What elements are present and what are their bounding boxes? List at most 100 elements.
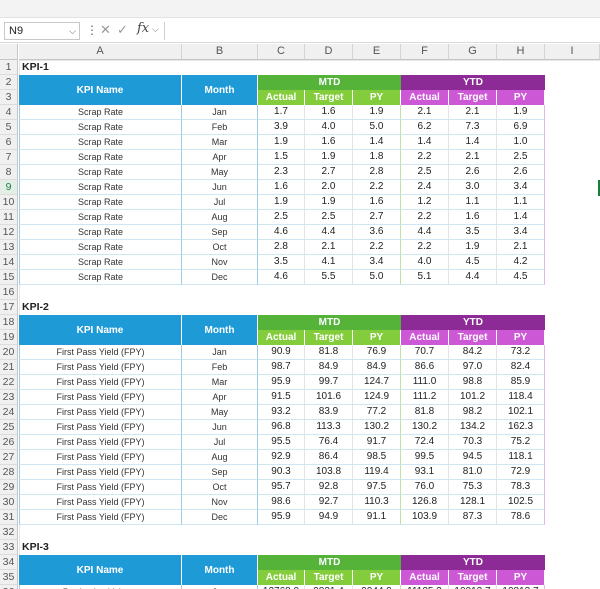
ytd-value-cell[interactable]: 97.0	[449, 360, 497, 375]
mtd-value-cell[interactable]: 1.6	[258, 180, 305, 195]
mtd-value-cell[interactable]: 92.8	[305, 480, 353, 495]
table-row-kpi-name[interactable]: First Pass Yield (FPY)	[19, 390, 182, 405]
row-header-9[interactable]: 9	[0, 180, 18, 195]
table-row-kpi-name[interactable]: Scrap Rate	[19, 135, 182, 150]
table-row-kpi-name[interactable]: Scrap Rate	[19, 120, 182, 135]
row-header-3[interactable]: 3	[0, 90, 18, 105]
table-row-month[interactable]: Jul	[182, 435, 258, 450]
mtd-value-cell[interactable]: 81.8	[305, 345, 353, 360]
mtd-value-cell[interactable]: 97.5	[353, 480, 401, 495]
table-row-month[interactable]: Aug	[182, 450, 258, 465]
more-options-icon[interactable]: ⋮	[86, 23, 98, 37]
mtd-value-cell[interactable]: 119.4	[353, 465, 401, 480]
mtd-value-cell[interactable]: 2.7	[353, 210, 401, 225]
row-header-8[interactable]: 8	[0, 165, 18, 180]
ytd-value-cell[interactable]: 2.2	[401, 150, 449, 165]
ytd-value-cell[interactable]: 2.5	[401, 165, 449, 180]
mtd-value-cell[interactable]: 2.5	[258, 210, 305, 225]
ytd-value-cell[interactable]: 98.8	[449, 375, 497, 390]
ytd-value-cell[interactable]: 10813.7	[497, 585, 545, 589]
row-header-22[interactable]: 22	[0, 375, 18, 390]
chevron-down-icon[interactable]: ⌵	[69, 26, 76, 36]
mtd-value-cell[interactable]: 3.5	[258, 255, 305, 270]
table-row-month[interactable]: Oct	[182, 240, 258, 255]
mtd-value-cell[interactable]: 1.9	[353, 105, 401, 120]
table-row-month[interactable]: Jun	[182, 420, 258, 435]
mtd-value-cell[interactable]: 4.6	[258, 225, 305, 240]
column-header-h[interactable]: H	[497, 44, 545, 60]
mtd-value-cell[interactable]: 124.9	[353, 390, 401, 405]
ytd-value-cell[interactable]: 4.5	[497, 270, 545, 285]
column-header-g[interactable]: G	[449, 44, 497, 60]
table-row-kpi-name[interactable]: First Pass Yield (FPY)	[19, 510, 182, 525]
mtd-value-cell[interactable]: 1.5	[258, 150, 305, 165]
ytd-value-cell[interactable]: 118.4	[497, 390, 545, 405]
mtd-value-cell[interactable]: 98.5	[353, 450, 401, 465]
mtd-value-cell[interactable]: 5.0	[353, 120, 401, 135]
row-header-36[interactable]: 36	[0, 585, 18, 589]
mtd-value-cell[interactable]: 91.7	[353, 435, 401, 450]
mtd-value-cell[interactable]: 90.3	[258, 465, 305, 480]
ytd-value-cell[interactable]: 2.5	[497, 150, 545, 165]
ytd-value-cell[interactable]: 1.1	[449, 195, 497, 210]
column-header-b[interactable]: B	[182, 44, 258, 60]
ytd-value-cell[interactable]: 2.2	[401, 210, 449, 225]
row-header-17[interactable]: 17	[0, 300, 18, 315]
table-row-month[interactable]: Jul	[182, 195, 258, 210]
ytd-value-cell[interactable]: 5.1	[401, 270, 449, 285]
select-all-corner[interactable]	[0, 44, 18, 60]
mtd-value-cell[interactable]: 96.8	[258, 420, 305, 435]
row-header-7[interactable]: 7	[0, 150, 18, 165]
ytd-value-cell[interactable]: 1.6	[449, 210, 497, 225]
ytd-value-cell[interactable]: 85.9	[497, 375, 545, 390]
ytd-value-cell[interactable]: 4.4	[401, 225, 449, 240]
table-row-month[interactable]: Apr	[182, 150, 258, 165]
table-row-kpi-name[interactable]: Scrap Rate	[19, 225, 182, 240]
ytd-value-cell[interactable]: 7.3	[449, 120, 497, 135]
ytd-value-cell[interactable]: 82.4	[497, 360, 545, 375]
row-header-32[interactable]: 32	[0, 525, 18, 540]
table-row-kpi-name[interactable]: Scrap Rate	[19, 180, 182, 195]
mtd-value-cell[interactable]: 2.3	[258, 165, 305, 180]
ytd-value-cell[interactable]: 3.4	[497, 180, 545, 195]
mtd-value-cell[interactable]: 90.9	[258, 345, 305, 360]
ytd-value-cell[interactable]: 1.1	[497, 195, 545, 210]
ytd-value-cell[interactable]: 70.7	[401, 345, 449, 360]
ytd-value-cell[interactable]: 4.4	[449, 270, 497, 285]
mtd-value-cell[interactable]: 113.3	[305, 420, 353, 435]
mtd-value-cell[interactable]: 101.6	[305, 390, 353, 405]
mtd-value-cell[interactable]: 4.0	[305, 120, 353, 135]
mtd-value-cell[interactable]: 1.7	[258, 105, 305, 120]
table-row-month[interactable]: Dec	[182, 270, 258, 285]
insert-function-icon[interactable]: fx	[137, 21, 150, 36]
table-row-month[interactable]: Aug	[182, 210, 258, 225]
ytd-value-cell[interactable]: 6.9	[497, 120, 545, 135]
mtd-value-cell[interactable]: 3.4	[353, 255, 401, 270]
mtd-value-cell[interactable]: 92.9	[258, 450, 305, 465]
ytd-value-cell[interactable]: 130.2	[401, 420, 449, 435]
mtd-value-cell[interactable]: 103.8	[305, 465, 353, 480]
mtd-value-cell[interactable]: 2.2	[353, 240, 401, 255]
mtd-value-cell[interactable]: 2.8	[353, 165, 401, 180]
ytd-value-cell[interactable]: 93.1	[401, 465, 449, 480]
table-row-kpi-name[interactable]: First Pass Yield (FPY)	[19, 450, 182, 465]
table-row-month[interactable]: Dec	[182, 510, 258, 525]
ytd-value-cell[interactable]: 81.0	[449, 465, 497, 480]
mtd-value-cell[interactable]: 3.9	[258, 120, 305, 135]
ytd-value-cell[interactable]: 126.8	[401, 495, 449, 510]
mtd-value-cell[interactable]: 95.7	[258, 480, 305, 495]
ytd-value-cell[interactable]: 98.2	[449, 405, 497, 420]
ytd-value-cell[interactable]: 2.2	[401, 240, 449, 255]
table-row-kpi-name[interactable]: First Pass Yield (FPY)	[19, 405, 182, 420]
ytd-value-cell[interactable]: 134.2	[449, 420, 497, 435]
table-row-kpi-name[interactable]: First Pass Yield (FPY)	[19, 345, 182, 360]
ytd-value-cell[interactable]: 87.3	[449, 510, 497, 525]
table-row-month[interactable]: Feb	[182, 360, 258, 375]
mtd-value-cell[interactable]: 91.5	[258, 390, 305, 405]
table-row-month[interactable]: May	[182, 165, 258, 180]
row-header-33[interactable]: 33	[0, 540, 18, 555]
mtd-value-cell[interactable]: 4.4	[305, 225, 353, 240]
ytd-value-cell[interactable]: 76.0	[401, 480, 449, 495]
table-row-kpi-name[interactable]: First Pass Yield (FPY)	[19, 435, 182, 450]
ytd-value-cell[interactable]: 111.2	[401, 390, 449, 405]
